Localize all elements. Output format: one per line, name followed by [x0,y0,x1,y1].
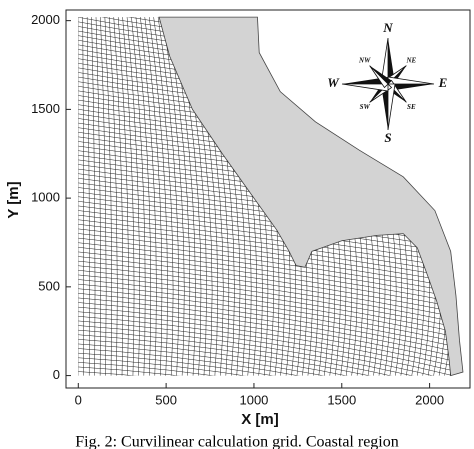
mesh-line [78,236,451,295]
compass-point [387,83,396,131]
compass-label: SE [407,103,416,111]
mesh-line [126,17,140,376]
mesh-line [130,17,146,376]
mesh-line [78,296,451,359]
compass-point [369,65,392,84]
y-axis-label: Y [m] [5,181,22,218]
x-axis-label: X [m] [241,411,279,428]
compass-label: N [382,20,393,35]
compass-label: SW [360,103,371,111]
mesh-line [78,343,451,376]
mesh-line [78,315,451,376]
mesh-line [78,361,451,376]
y-tick-label: 1000 [31,190,60,205]
mesh-line [78,306,451,369]
y-tick-label: 500 [38,278,60,293]
x-tick-label: 500 [155,392,177,407]
x-tick-label: 1000 [239,392,268,407]
compass-label: W [327,75,340,90]
compass: N NE E SE S SW W NW [327,20,447,145]
mesh-line [78,292,451,354]
mesh-line [148,17,168,376]
x-tick-label: 1500 [327,392,356,407]
mesh-line [78,301,451,364]
mesh-line [95,17,101,376]
compass-label: NE [405,56,416,64]
y-tick-label: 0 [53,367,60,382]
mesh-line [100,17,107,376]
mesh-line [78,333,451,376]
x-tick-label: 0 [75,392,82,407]
compass-point [381,84,388,130]
compass-point [342,77,388,84]
mesh-line [78,338,451,376]
mesh-line [104,17,113,376]
mesh-line [78,269,451,329]
compass-label: NW [358,56,371,64]
mesh-line [78,218,451,275]
mesh-line [78,370,451,376]
mesh-line [78,259,451,320]
mesh-line [113,17,124,376]
mesh-line [82,17,85,376]
mesh-line [78,255,451,315]
mesh-line [157,17,179,376]
plot [65,9,471,389]
mesh-line [78,223,451,280]
mesh-line [78,24,451,66]
mesh-line [139,17,157,376]
plot-frame [65,9,471,389]
mesh-line [78,356,451,376]
mesh-line [78,213,451,270]
y-tick-label: 2000 [31,12,60,27]
mesh-line [78,287,451,349]
mesh-line [78,278,451,339]
mesh-line [78,246,451,305]
compass-point [369,65,389,89]
compass-point [387,76,435,85]
mesh-line [78,264,451,325]
mesh-line [78,329,451,376]
mesh-line [78,310,451,374]
mesh-line [108,17,118,376]
mesh-line [78,283,451,344]
compass-label: S [384,130,391,145]
mesh-line [78,324,451,376]
mesh-line [78,319,451,376]
mesh-line [78,347,451,376]
mesh-line [78,204,451,260]
mesh-line [135,17,152,376]
y-tick-label: 1500 [31,101,60,116]
mesh-line [78,232,451,290]
mesh-line [78,366,451,376]
compass-point [388,38,395,84]
compass-point [341,83,389,92]
mesh-line [78,199,451,255]
mesh-line [78,352,451,376]
compass-point [388,84,434,91]
mesh-line [78,273,451,334]
x-tick-label: 2000 [415,392,444,407]
mesh-line [91,17,96,376]
mesh-line [78,227,451,285]
mesh-line [78,241,451,300]
caption: Fig. 2: Curvilinear calculation grid. Co… [75,434,398,449]
mesh-line [78,209,451,265]
compass-label: E [438,75,448,90]
mesh-line [78,250,451,310]
mesh-line [161,17,185,376]
